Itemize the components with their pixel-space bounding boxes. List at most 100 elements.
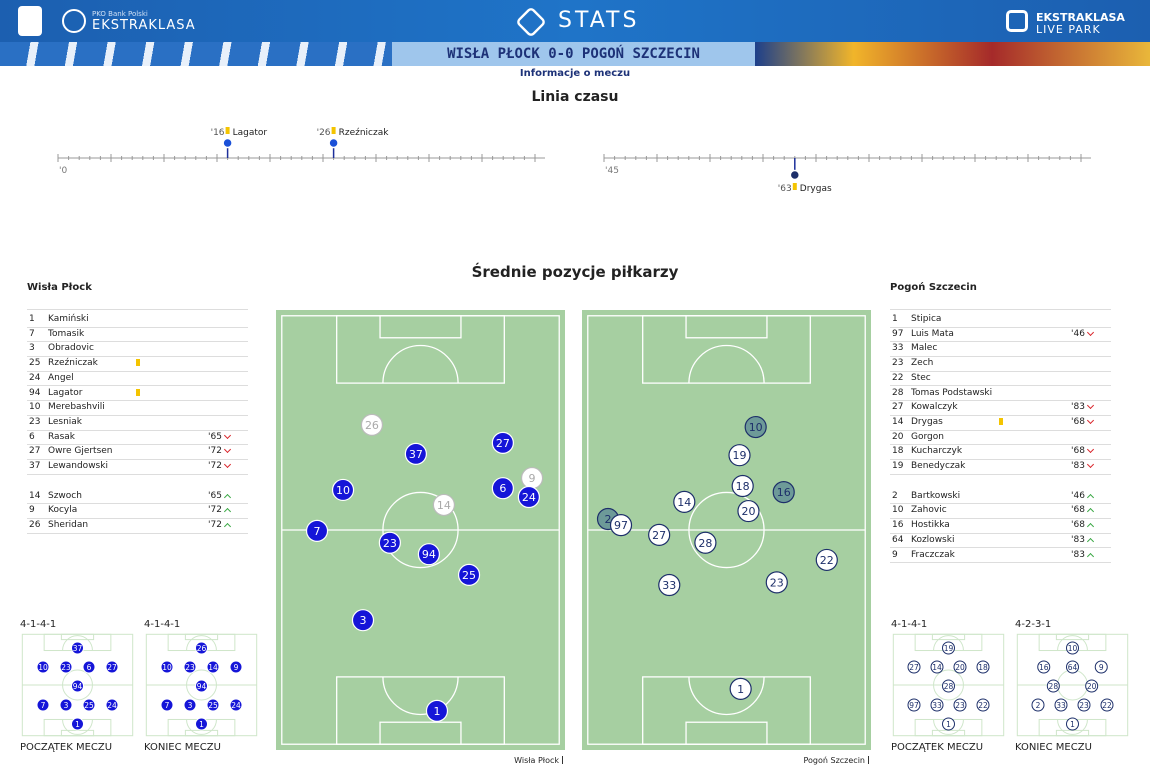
sub-time: '46 <box>1071 328 1085 339</box>
penalty-arc <box>1057 635 1088 651</box>
formation-player-number: 2 <box>1036 701 1041 710</box>
player-row: 14 Drygas '68 <box>890 415 1111 431</box>
formation-player-number: 25 <box>208 701 218 710</box>
player-name: Zech <box>911 358 934 369</box>
sub-arrow-in <box>1086 552 1095 560</box>
formation-player <box>195 717 208 731</box>
player-row: 10 Merebashvili <box>27 400 248 416</box>
formation-player <box>930 698 944 712</box>
formation-player <box>942 679 955 693</box>
team-name: Pogoń Szczecin <box>890 282 977 293</box>
match-bar <box>392 42 755 66</box>
player-position-number: 27 <box>496 437 510 450</box>
player-number: 28 <box>892 387 904 398</box>
formation-player <box>195 679 208 693</box>
centre-circle <box>382 491 459 569</box>
player-number: 9 <box>29 505 35 516</box>
app-name: STATS <box>558 8 640 33</box>
player-number: 3 <box>29 343 35 354</box>
player-name: Lagator <box>48 387 83 398</box>
match-title: WISŁA PŁOCK 0-0 POGOŃ SZCZECIN <box>447 46 700 62</box>
player-name: Kocyla <box>48 505 78 516</box>
player-row: 9 Fraczczak '83 <box>890 548 1111 564</box>
player-row: 26 Sheridan '72 <box>27 518 248 534</box>
formation-player <box>59 660 73 674</box>
formation-player <box>953 698 967 712</box>
formation-player <box>1066 641 1079 655</box>
formation-player-number: 64 <box>1068 663 1078 672</box>
player-position-number: 14 <box>437 499 451 512</box>
player-name: Lesniak <box>48 416 83 427</box>
formation-player <box>206 698 220 712</box>
player-position-number: 1 <box>737 683 744 696</box>
player-number: 23 <box>892 358 904 369</box>
player-row: 6 Rasak '65 <box>27 430 248 446</box>
formation-player <box>1054 698 1068 712</box>
player-number: 2 <box>892 490 898 501</box>
player-position-number: 1 <box>433 705 440 718</box>
centre-circle <box>186 669 217 701</box>
player-position <box>728 444 751 467</box>
formation-pitch: 19 27 14 20 18 28 97 33 23 22 1 <box>892 633 1005 737</box>
player-name: Kucharczyk <box>911 446 963 457</box>
match-info[interactable]: Informacje o meczu <box>519 68 631 79</box>
penalty-arc <box>382 344 459 384</box>
formation-player <box>105 660 119 674</box>
player-name: Szwoch <box>48 490 82 501</box>
player-number: 14 <box>892 416 904 427</box>
player-name: Stec <box>911 372 931 383</box>
player-number: 24 <box>29 372 41 383</box>
player-number: 27 <box>892 402 904 413</box>
sub-time: '72 <box>208 446 222 457</box>
event-minute: '16 <box>211 128 225 138</box>
league-logo <box>62 9 86 33</box>
player-position <box>765 571 788 594</box>
sub-arrow-out <box>1086 328 1095 336</box>
formation-pitch: 37 10 23 6 27 94 7 3 25 24 1 <box>21 633 134 737</box>
player-position <box>491 431 514 454</box>
player-position <box>457 563 481 586</box>
player-position-number: 23 <box>770 576 784 589</box>
sub-arrow-out <box>1086 416 1095 424</box>
player-position-number: 25 <box>462 569 476 582</box>
player-number: 19 <box>892 461 904 471</box>
sub-arrow-out <box>1086 402 1095 410</box>
player-number: 14 <box>29 490 41 501</box>
player-number: 97 <box>892 328 904 339</box>
player-number: 23 <box>29 416 41 427</box>
player-position <box>772 481 795 504</box>
player-row: 64 Kozlowski '83 <box>890 533 1111 549</box>
pitch: 26 9 14 37 27 6 24 10 7 23 94 25 3 1 <box>276 310 565 750</box>
player-name: Malec <box>911 343 938 354</box>
formation-player <box>953 660 967 674</box>
yellow-card <box>331 127 336 134</box>
yellow-card <box>999 417 1003 425</box>
formation-player-number: 33 <box>1056 701 1066 710</box>
player-position <box>491 477 514 500</box>
formation-player <box>1046 679 1060 693</box>
sub-arrow-out <box>223 446 232 454</box>
sub-arrow-in <box>1086 537 1095 545</box>
formation-player-number: 7 <box>41 701 46 710</box>
formation-player <box>942 641 955 655</box>
player-number: 27 <box>29 446 41 457</box>
sub-arrow-in <box>1086 493 1095 501</box>
sub-time: '65 <box>208 490 222 501</box>
formation-player-number: 20 <box>955 663 965 672</box>
player-name: Hostikka <box>911 520 950 531</box>
player-position <box>673 490 696 513</box>
formation-player <box>976 660 990 674</box>
player-position <box>360 413 384 436</box>
formation-player-number: 27 <box>909 663 919 672</box>
player-position-number: 97 <box>614 519 628 532</box>
player-position <box>648 523 671 546</box>
player-name: Tomas Podstawski <box>911 387 993 398</box>
formation-player-number: 24 <box>107 701 117 710</box>
sub-arrow-out <box>1086 446 1095 454</box>
player-position-number: 10 <box>336 484 350 497</box>
player-position <box>331 478 355 502</box>
player-row: 7 Tomasik <box>27 327 248 343</box>
formation-player <box>1077 698 1091 712</box>
player-number: 26 <box>29 520 41 531</box>
player-position <box>609 514 633 537</box>
